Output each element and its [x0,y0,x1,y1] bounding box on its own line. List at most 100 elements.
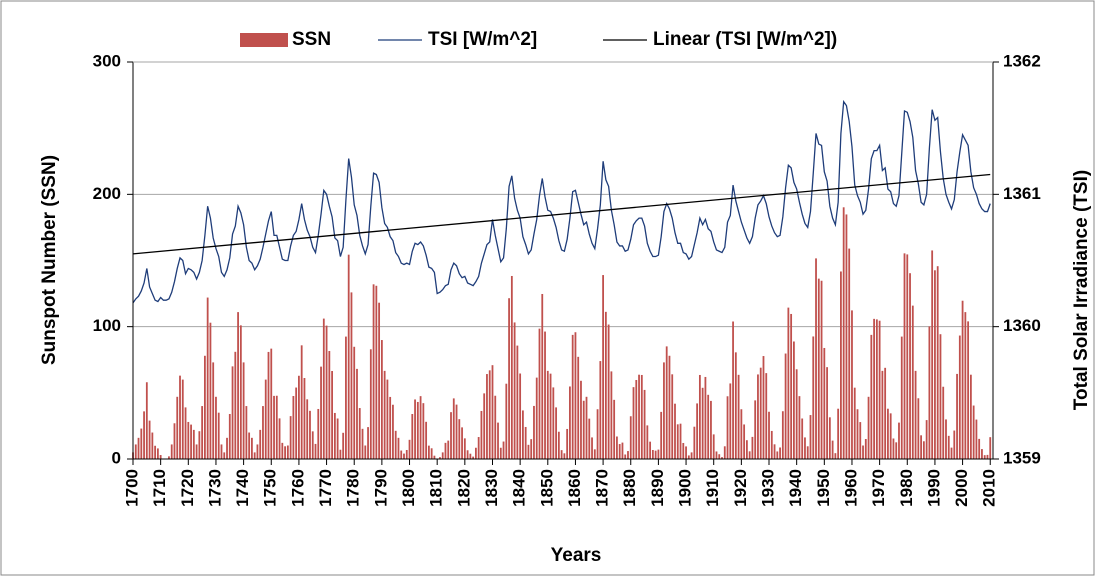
bar [303,378,306,459]
bar [350,292,353,459]
bar [660,411,663,459]
bar [441,452,444,459]
bar [248,432,251,459]
bar [281,442,284,459]
bar [311,431,314,459]
line [132,99,991,304]
bar [527,444,530,459]
bar [408,439,411,459]
bar [486,374,488,459]
bar [591,437,593,459]
legend-label: Linear (TSI [W/m^2]) [653,29,837,50]
bar [599,361,602,459]
bar [873,318,875,459]
x-tick-label: 2000 [952,469,971,507]
bar [920,435,923,459]
bar [383,370,386,459]
bar [461,427,463,459]
bar [143,411,145,459]
bar [602,275,604,459]
bar [936,266,939,459]
bar [853,387,856,459]
x-tick-label: 1850 [537,469,556,507]
bar [698,374,701,459]
bar [262,406,264,459]
bar [203,355,206,459]
bar [405,450,408,459]
bar [986,454,989,459]
bar [757,374,759,459]
bar [179,375,181,459]
bar [826,367,828,459]
bar [900,336,903,459]
bar [463,438,466,459]
bar [386,379,389,459]
bar [275,395,278,459]
bar [226,437,228,459]
bar [718,454,721,459]
bar [621,442,624,459]
bar [267,351,270,459]
bar [427,445,430,459]
bar [867,396,870,459]
bar [151,432,154,459]
bar [535,377,538,459]
bar [345,336,347,459]
bar [145,382,148,459]
x-tick-label: 1900 [676,469,695,507]
bar [187,421,190,459]
bar [403,453,405,459]
bar [333,412,336,459]
bar [687,455,690,459]
bar [284,446,286,459]
bar [273,395,275,459]
bar [707,394,710,459]
bar [837,408,840,459]
y-tick-label: 100 [93,316,121,335]
bar [964,312,967,459]
bar [726,396,729,459]
bar [732,321,734,459]
bar [682,442,685,459]
bar [347,254,350,459]
bar [798,396,801,459]
bar [212,362,215,459]
bar [740,409,743,459]
bar [190,424,192,459]
bar [975,419,978,459]
bar [364,445,367,459]
bar [223,452,226,459]
legend-label: TSI [W/m^2] [428,29,537,50]
bar [693,426,696,459]
bar [389,396,392,459]
bar [173,423,176,459]
bar [804,437,806,459]
bar [328,351,331,459]
y-tick-label: 200 [93,184,121,203]
bar [231,366,234,459]
bar [416,401,419,459]
bar [870,334,873,459]
bar [206,297,209,459]
bar [828,417,831,459]
bar [411,414,414,459]
bar [577,356,580,459]
bar [674,403,676,459]
x-tick-label: 1720 [178,469,197,507]
bar [508,298,510,459]
bar [795,369,798,459]
bar [624,454,627,459]
bar [859,422,862,459]
bar [455,404,458,459]
bar [339,449,342,459]
bar [729,383,732,459]
bar [494,395,497,459]
y2-tick-label: 1359 [1003,448,1041,467]
bar [745,440,748,459]
bar [372,284,375,459]
bar [643,389,646,459]
bar [851,310,853,459]
bar [582,400,585,459]
bar [557,431,560,459]
line [132,173,991,255]
